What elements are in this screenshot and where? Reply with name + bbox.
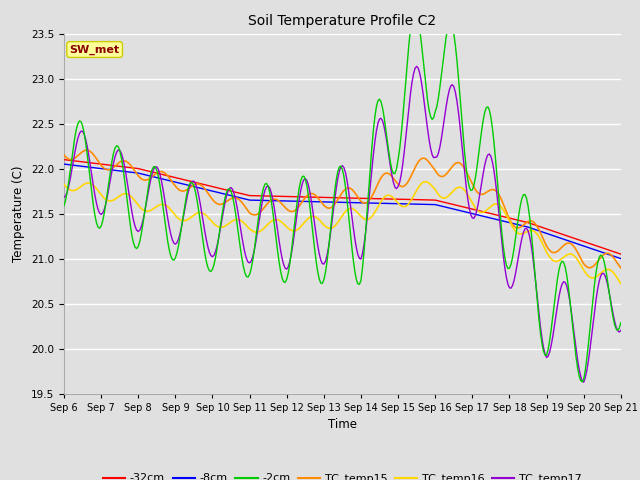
- Y-axis label: Temperature (C): Temperature (C): [12, 165, 26, 262]
- Legend: -32cm, -8cm, -2cm, TC_temp15, TC_temp16, TC_temp17: -32cm, -8cm, -2cm, TC_temp15, TC_temp16,…: [99, 469, 586, 480]
- Title: Soil Temperature Profile C2: Soil Temperature Profile C2: [248, 14, 436, 28]
- X-axis label: Time: Time: [328, 418, 357, 431]
- Text: SW_met: SW_met: [70, 44, 120, 55]
